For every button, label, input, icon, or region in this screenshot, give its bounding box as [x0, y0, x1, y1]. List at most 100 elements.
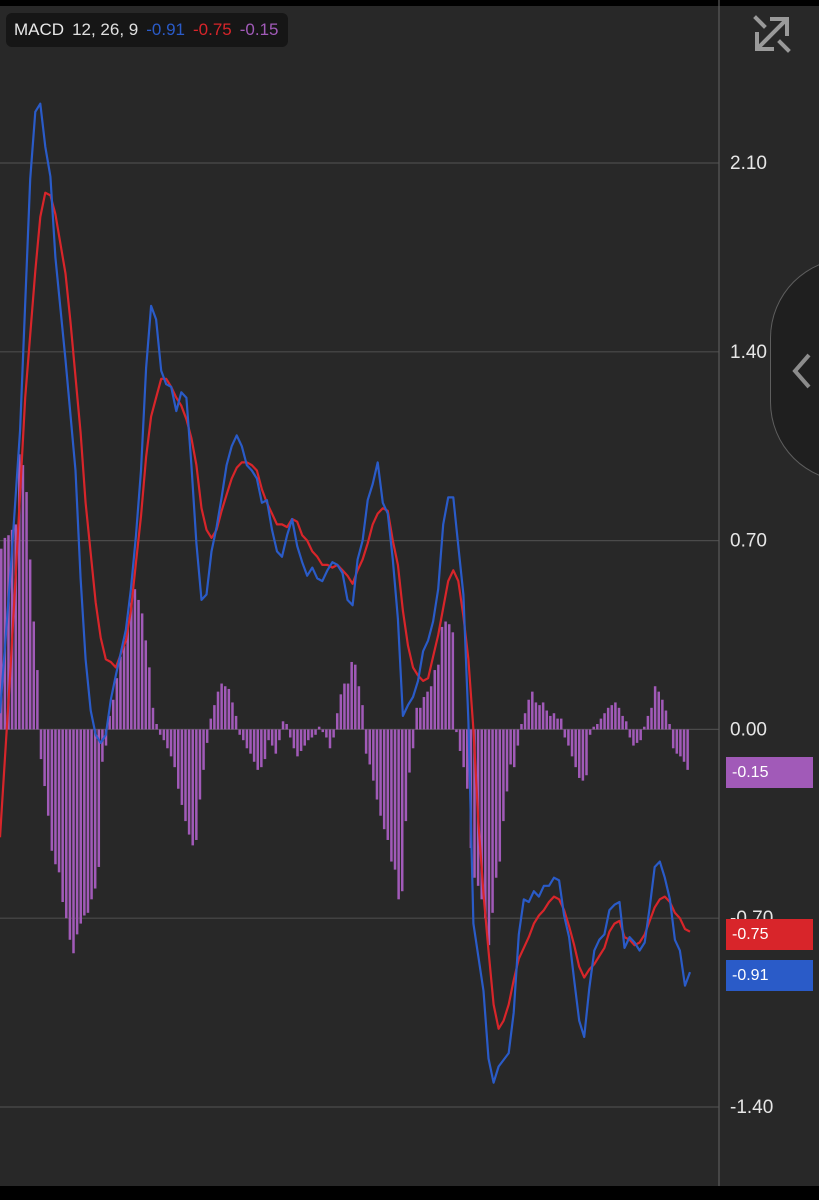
histogram-bar [624, 721, 628, 730]
histogram-bar [502, 729, 505, 822]
histogram-bar [21, 465, 25, 730]
indicator-name: MACD [14, 20, 65, 39]
histogram-bar [317, 726, 321, 730]
y-tick-label: 2.10 [730, 153, 767, 174]
histogram-bar [234, 715, 238, 730]
histogram-bar [25, 492, 28, 730]
histogram-bar [158, 729, 162, 735]
histogram-bar [408, 729, 411, 773]
histogram-bar [119, 656, 122, 730]
histogram-bar [162, 729, 166, 741]
histogram-bar [487, 729, 491, 946]
histogram-bar [523, 713, 527, 730]
histogram-bar [267, 729, 270, 741]
histogram-bar [57, 729, 61, 873]
histogram-bar [245, 729, 249, 749]
histogram-bar [180, 729, 184, 805]
histogram-bar [393, 729, 397, 870]
histogram-bar [556, 718, 559, 730]
histogram-bar [270, 729, 274, 746]
histogram-bar [303, 729, 306, 746]
histogram-bar [447, 624, 451, 730]
histogram-bar [444, 621, 447, 730]
histogram-bar [184, 729, 187, 822]
signal-value: -0.75 [192, 20, 232, 39]
histogram-bar [296, 729, 299, 757]
histogram-bar [397, 729, 400, 900]
histogram-bar [541, 702, 545, 730]
histogram-bar [375, 729, 379, 800]
histogram-bar [256, 729, 259, 770]
histogram-bar [520, 724, 523, 730]
histogram-bar [223, 686, 227, 730]
histogram-bar [545, 710, 549, 730]
histogram-bar [567, 729, 570, 746]
histogram-bar [140, 613, 144, 730]
histogram-bar [473, 729, 476, 878]
histogram-bar [422, 697, 426, 730]
histogram-bar [166, 729, 169, 749]
histogram-bar [281, 721, 285, 730]
expand-arrows-icon[interactable] [750, 12, 794, 56]
histogram-bar [343, 683, 346, 730]
histogram-bar [617, 707, 621, 730]
histogram-bar [639, 729, 642, 741]
histogram-bar [437, 664, 440, 730]
histogram-bar [462, 729, 465, 768]
histogram-bar [350, 661, 353, 730]
histogram-bar [278, 729, 281, 741]
histogram-bar [512, 729, 516, 768]
histogram-bar [679, 729, 682, 757]
histogram-bar [382, 729, 386, 830]
histogram-series [0, 454, 689, 954]
histogram-bar [671, 729, 675, 749]
histogram-bar [209, 718, 213, 730]
histogram-bar [632, 729, 635, 746]
histogram-bar [242, 729, 245, 741]
histogram-bar [14, 524, 17, 730]
histogram-bar [198, 729, 202, 800]
histogram-bar [686, 729, 689, 770]
indicator-legend[interactable]: MACD 12, 26, 9 -0.91 -0.75 -0.15 [6, 13, 289, 47]
histogram-bar [86, 729, 90, 913]
histogram-bar [28, 559, 32, 730]
histogram-bar [404, 729, 408, 822]
histogram-bar [552, 713, 556, 730]
histogram-bar [505, 729, 509, 792]
histogram-bar [570, 729, 574, 757]
histogram-bar [509, 729, 512, 765]
histogram-bar [419, 707, 422, 730]
histogram-bar [292, 729, 296, 749]
histogram-bar [494, 729, 498, 878]
histogram-bar [238, 729, 241, 735]
histogram-bar [628, 729, 632, 738]
bottom-edge [0, 1186, 819, 1200]
histogram-bar [213, 705, 216, 730]
chevron-left-icon [792, 353, 811, 389]
histogram-bar [90, 729, 93, 900]
histogram-bar [126, 626, 129, 730]
histogram-bar [285, 724, 288, 730]
histogram-bar [339, 694, 343, 730]
histogram-bar [354, 664, 357, 730]
histogram-bar [314, 729, 317, 735]
histogram-bar [426, 691, 429, 730]
histogram-bar [133, 589, 137, 730]
signal-line [0, 191, 691, 1030]
histogram-bar [144, 640, 148, 730]
histogram-bar [332, 729, 335, 738]
histogram-bar [433, 670, 437, 730]
histogram-bar [32, 621, 36, 730]
histogram-bar [549, 715, 552, 730]
y-axis-ticks: 2.101.400.700.00-0.70-1.40 [730, 153, 773, 1118]
histogram-bar [7, 535, 10, 730]
indicator-params: 12, 26, 9 [72, 20, 139, 39]
top-edge [0, 0, 819, 6]
histogram-bar [177, 729, 180, 789]
histogram-bar [191, 729, 194, 846]
histogram-bar [18, 454, 21, 730]
histogram-bar [36, 670, 39, 730]
histogram-bar [657, 691, 660, 730]
histogram-bar [415, 707, 418, 730]
